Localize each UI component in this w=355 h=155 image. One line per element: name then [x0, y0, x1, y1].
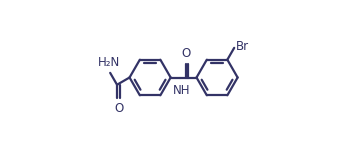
Text: O: O [115, 102, 124, 115]
Text: Br: Br [236, 40, 249, 53]
Text: NH: NH [173, 84, 190, 97]
Text: H₂N: H₂N [98, 56, 121, 69]
Text: O: O [181, 47, 191, 60]
